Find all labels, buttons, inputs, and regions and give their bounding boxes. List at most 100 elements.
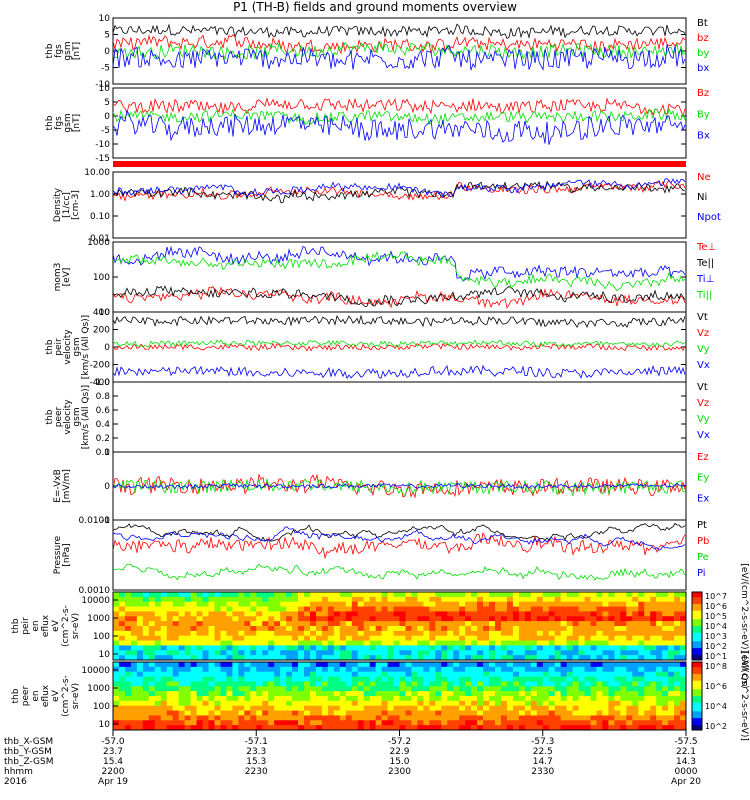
spectrogram-cell	[381, 626, 388, 632]
spectrogram-cell	[130, 650, 138, 656]
spectrogram-cell	[286, 635, 293, 641]
spectrogram-cell	[351, 650, 359, 656]
spectrogram-cell	[411, 621, 418, 627]
spectrogram-cell	[387, 640, 394, 646]
spectrogram-cell	[363, 715, 370, 721]
spectrogram-cell	[608, 635, 615, 641]
y-tick-label: -15	[95, 154, 110, 164]
spectrogram-cell	[118, 715, 126, 721]
y-tick-label: 10	[99, 308, 111, 318]
spectrogram-cell	[172, 715, 179, 721]
spectrogram-cell	[184, 705, 191, 711]
spectrogram-cell	[345, 592, 353, 598]
spectrogram-cell	[166, 710, 173, 716]
spectrogram-cell	[500, 671, 508, 677]
spectrogram-cell	[465, 616, 472, 622]
spectrogram-cell	[172, 630, 179, 637]
spectrogram-cell	[136, 621, 144, 627]
spectrogram-cell	[524, 621, 532, 627]
spectrogram-cell	[512, 676, 520, 682]
spectrogram-cell	[614, 686, 621, 692]
spectrogram-cell	[638, 640, 645, 646]
spectrogram-cell	[369, 700, 376, 707]
spectrogram-cell	[596, 696, 603, 702]
spectrogram-cell	[118, 691, 126, 697]
legend-Vy: Vy	[697, 344, 710, 355]
spectrogram-cell	[584, 635, 591, 641]
spectrogram-cell	[274, 705, 281, 711]
spectrogram-cell	[590, 635, 597, 641]
spectrogram-cell	[315, 592, 323, 598]
spectrogram-cell	[321, 681, 329, 687]
spectrogram-cell	[172, 616, 179, 622]
colorbar-frame	[691, 591, 703, 661]
spectrogram-cell	[298, 611, 305, 617]
spectrogram-cell	[315, 630, 323, 637]
spectrogram-cell	[292, 635, 299, 641]
spectrogram-cell	[608, 616, 615, 622]
spectrogram-cell	[130, 601, 138, 607]
spectrogram-cell	[542, 725, 550, 731]
spectrogram-cell	[668, 630, 675, 637]
spectrogram-cell	[357, 630, 364, 637]
spectrogram-cell	[620, 710, 627, 716]
spectrogram-cell	[250, 696, 257, 702]
spectrogram-cell	[315, 676, 323, 682]
y-tick-label: 10.00	[84, 168, 110, 178]
spectrogram-cell	[489, 635, 496, 641]
spectrogram-cell	[620, 705, 627, 711]
spectrogram-cell	[632, 592, 639, 598]
spectrogram-cell	[315, 645, 323, 651]
spectrogram-cell	[500, 715, 508, 721]
spectrogram-cell	[220, 655, 227, 661]
spectrogram-cell	[118, 650, 126, 656]
spectrogram-cell	[148, 606, 156, 612]
spectrogram-cell	[220, 662, 227, 668]
spectrogram-cell	[250, 700, 257, 707]
colorbar-cell	[692, 605, 702, 608]
spectrogram-cell	[375, 645, 382, 651]
spectrogram-cell	[190, 650, 197, 656]
colorbar-cell	[692, 719, 702, 722]
spectrogram-cell	[656, 666, 663, 673]
spectrogram-cell	[620, 596, 627, 603]
spectrogram-cell	[632, 696, 639, 702]
spectrogram-cell	[542, 676, 550, 682]
spectrogram-cell	[130, 655, 138, 661]
spectrogram-cell	[178, 700, 185, 707]
spectrogram-cell	[465, 596, 472, 603]
spectrogram-cell	[548, 626, 555, 632]
spectrogram-cell	[608, 626, 615, 632]
spectrogram-cell	[381, 601, 388, 607]
series-line-Bz	[112, 96, 686, 118]
legend-Ey: Ey	[697, 473, 709, 484]
spectrogram-cell	[363, 710, 370, 716]
spectrogram-cell	[405, 671, 412, 677]
spectrogram-cell	[423, 676, 430, 682]
spectrogram-cell	[435, 640, 442, 646]
spectrogram-cell	[638, 671, 645, 677]
spectrogram-cell	[596, 645, 603, 651]
spectrogram-cell	[357, 725, 364, 731]
spectrogram-cell	[118, 696, 126, 702]
spectrogram-cell	[214, 705, 221, 711]
spectrogram-cell	[333, 671, 341, 677]
spectrogram-cell	[441, 662, 448, 668]
spectrogram-cell	[662, 626, 669, 632]
spectrogram-cell	[626, 621, 633, 627]
spectrogram-cell	[512, 681, 520, 687]
spectrogram-cell	[411, 686, 418, 692]
spectrogram-cell	[483, 691, 490, 697]
spectrogram-cell	[518, 700, 526, 707]
spectrogram-cell	[351, 671, 359, 677]
y-tick-label: 0.0	[96, 448, 111, 458]
spectrogram-cell	[286, 630, 293, 637]
data-quality-bar	[113, 161, 686, 167]
spectrogram-cell	[256, 671, 263, 677]
spectrogram-cell	[644, 640, 651, 646]
spectrogram-cell	[542, 662, 550, 668]
spectrogram-cell	[256, 592, 263, 598]
spectrogram-cell	[375, 700, 382, 707]
spectrogram-cell	[113, 601, 120, 607]
spectrogram-cell	[351, 635, 359, 641]
